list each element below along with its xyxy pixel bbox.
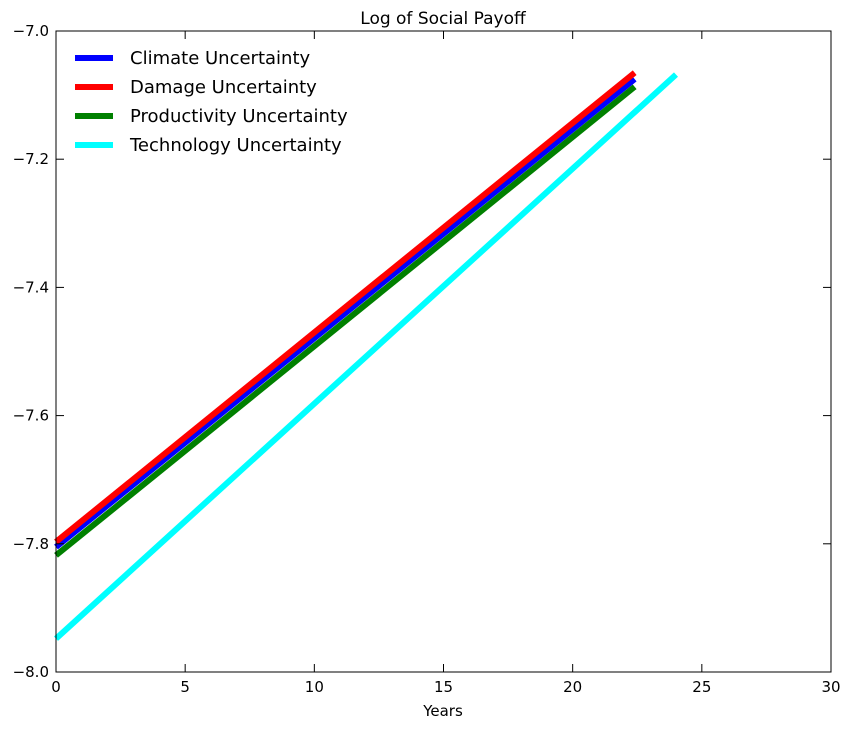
x-tick-label: 0 — [51, 678, 61, 696]
legend-label: Climate Uncertainty — [130, 48, 310, 69]
series-layer — [53, 70, 679, 641]
chart-title: Log of Social Payoff — [360, 9, 527, 29]
x-tick-label: 30 — [821, 678, 840, 696]
x-tick-label: 20 — [563, 678, 582, 696]
series-line-productivity-uncertainty — [54, 84, 637, 558]
y-tick-label: −7.2 — [13, 150, 49, 168]
series-line-technology-uncertainty — [53, 72, 679, 641]
x-tick-label: 15 — [434, 678, 453, 696]
x-tick-label: 10 — [305, 678, 324, 696]
y-tick-label: −7.0 — [13, 22, 49, 40]
series-line-damage-uncertainty — [54, 70, 637, 545]
y-tick-label: −7.4 — [13, 278, 49, 296]
legend: Climate Uncertainty Damage Uncertainty Pro… — [75, 48, 348, 156]
legend-label: Technology Uncertainty — [129, 135, 342, 156]
x-tick-label: 5 — [180, 678, 190, 696]
y-tick-label: −8.0 — [13, 663, 49, 681]
x-axis-label: Years — [422, 702, 463, 720]
x-tick-label: 25 — [692, 678, 711, 696]
legend-label: Productivity Uncertainty — [130, 106, 348, 127]
ticks-layer: 0 5 10 15 20 25 30 −8.0 −7.8 −7.6 −7.4 −7.2 −7.0 — [13, 22, 841, 696]
y-tick-label: −7.8 — [13, 535, 49, 553]
legend-label: Damage Uncertainty — [130, 77, 317, 98]
series-line-climate-uncertainty — [54, 76, 637, 550]
y-tick-label: −7.6 — [13, 407, 49, 425]
